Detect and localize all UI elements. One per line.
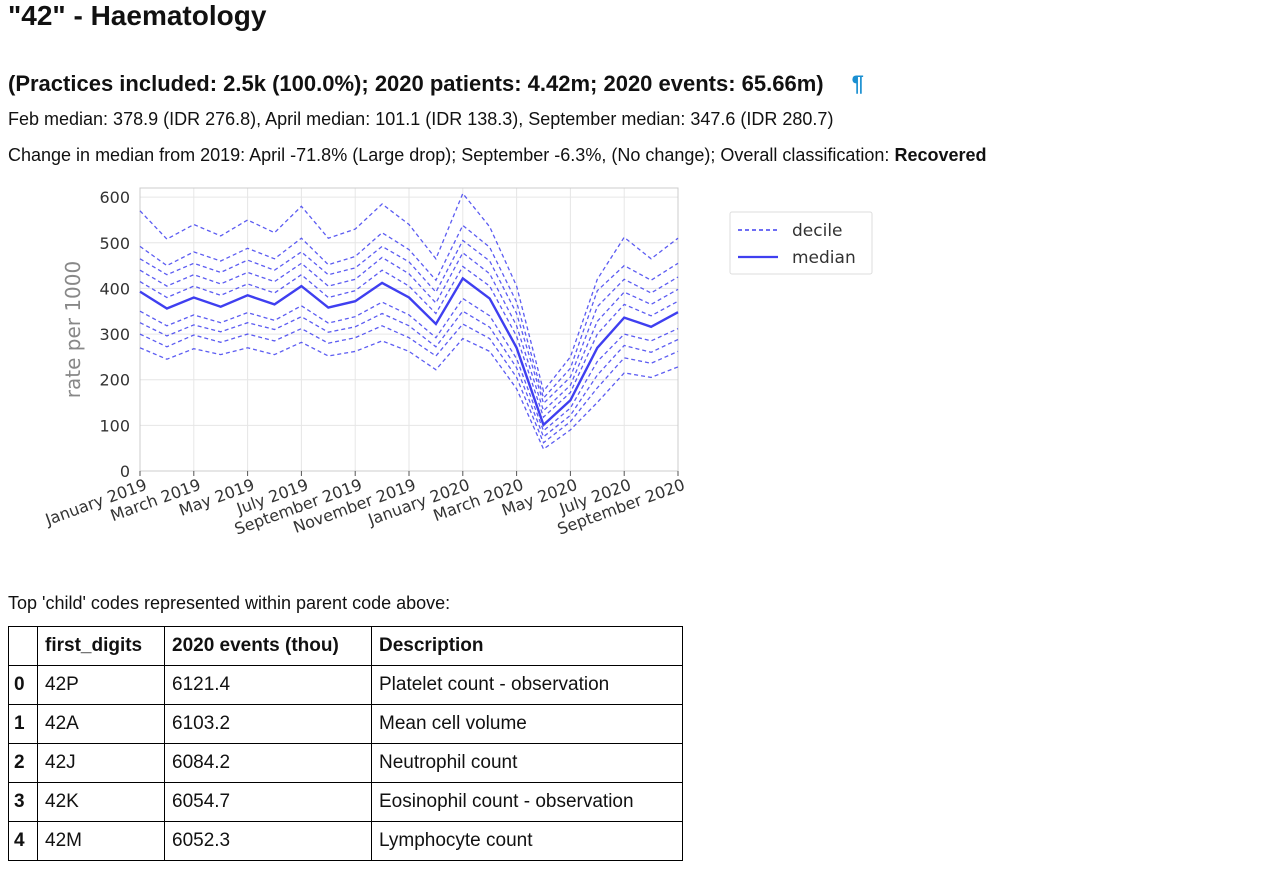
chart-legend: decile median	[729, 211, 873, 275]
y-tick-label: 200	[99, 371, 130, 390]
permalink-pilcrow[interactable]: ¶	[851, 71, 864, 96]
decile-line	[139, 251, 679, 412]
decile-line	[139, 310, 679, 438]
row-index: 0	[8, 665, 38, 705]
row-description: Neutrophil count	[371, 743, 683, 783]
table-row: 1 42A 6103.2 Mean cell volume	[8, 704, 683, 744]
y-tick-label: 400	[99, 279, 130, 298]
y-tick-label: 300	[99, 325, 130, 344]
row-events: 6084.2	[164, 743, 372, 783]
median-line	[139, 276, 679, 428]
y-axis-ticks: 0 100 200 300 400 500 600	[99, 188, 130, 481]
table-header-row: first_digits 2020 events (thou) Descript…	[8, 626, 683, 666]
decile-line	[139, 297, 679, 432]
column-header-events: 2020 events (thou)	[164, 626, 372, 666]
chart-lines	[139, 192, 679, 451]
practices-summary-text: (Practices included: 2.5k (100.0%); 2020…	[8, 71, 824, 96]
medians-line: Feb median: 378.9 (IDR 276.8), April med…	[8, 109, 834, 129]
change-line: Change in median from 2019: April -71.8%…	[8, 144, 987, 166]
row-first-digits: 42K	[37, 782, 165, 822]
y-tick-label: 0	[120, 462, 130, 481]
practices-summary: (Practices included: 2.5k (100.0%); 2020…	[8, 70, 864, 98]
column-header-index	[8, 626, 38, 666]
row-first-digits: 42P	[37, 665, 165, 705]
chart-grid	[139, 188, 679, 472]
row-index: 3	[8, 782, 38, 822]
row-events: 6054.7	[164, 782, 372, 822]
y-tick-label: 600	[99, 188, 130, 207]
table-row: 4 42M 6052.3 Lymphocyte count	[8, 821, 683, 861]
row-first-digits: 42M	[37, 821, 165, 861]
table-row: 0 42P 6121.4 Platelet count - observatio…	[8, 665, 683, 705]
column-header-description: Description	[371, 626, 683, 666]
decile-line	[139, 224, 679, 400]
legend-median-label: median	[792, 248, 856, 268]
row-events: 6121.4	[164, 665, 372, 705]
row-first-digits: 42A	[37, 704, 165, 744]
row-events: 6052.3	[164, 821, 372, 861]
decile-line	[139, 192, 679, 393]
row-description: Eosinophil count - observation	[371, 782, 683, 822]
decile-line	[139, 337, 679, 451]
row-first-digits: 42J	[37, 743, 165, 783]
table-row: 3 42K 6054.7 Eosinophil count - observat…	[8, 782, 683, 822]
row-index: 2	[8, 743, 38, 783]
legend-decile-label: decile	[792, 221, 843, 241]
row-description: Platelet count - observation	[371, 665, 683, 705]
y-axis-label: rate per 1000	[61, 261, 85, 398]
row-description: Lymphocyte count	[371, 821, 683, 861]
table-row: 2 42J 6084.2 Neutrophil count	[8, 743, 683, 783]
decile-line	[139, 239, 679, 405]
page-title: "42" - Haematology	[8, 0, 267, 31]
column-header-first-digits: first_digits	[37, 626, 165, 666]
y-tick-label: 500	[99, 234, 130, 253]
table-caption: Top 'child' codes represented within par…	[8, 593, 451, 613]
legend-box	[729, 211, 873, 275]
row-description: Mean cell volume	[371, 704, 683, 744]
row-events: 6103.2	[164, 704, 372, 744]
row-index: 1	[8, 704, 38, 744]
decile-line	[139, 323, 679, 444]
decile-line	[139, 265, 679, 419]
y-tick-label: 100	[99, 416, 130, 435]
change-line-text: Change in median from 2019: April -71.8%…	[8, 145, 895, 165]
row-index: 4	[8, 821, 38, 861]
overall-classification: Recovered	[894, 145, 987, 165]
child-codes-table: first_digits 2020 events (thou) Descript…	[8, 626, 683, 861]
